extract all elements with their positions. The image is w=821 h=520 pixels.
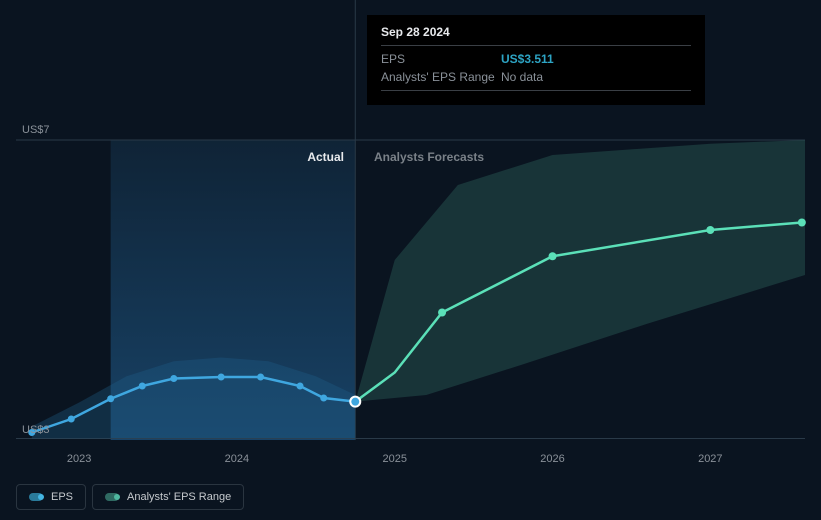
legend-label: Analysts' EPS Range [127, 491, 231, 503]
tooltip-row: Analysts' EPS RangeNo data [381, 68, 691, 86]
x-axis-label: 2023 [67, 453, 91, 465]
tooltip-value: No data [501, 70, 543, 84]
section-label-actual: Actual [307, 150, 344, 164]
legend-swatch-eps [29, 493, 43, 501]
x-axis-label: 2024 [225, 453, 249, 465]
legend-label: EPS [51, 491, 73, 503]
tooltip-key: Analysts' EPS Range [381, 70, 501, 84]
legend-swatch-range [105, 493, 119, 501]
y-axis-label: US$7 [22, 124, 50, 136]
tooltip-divider [381, 45, 691, 46]
x-axis-label: 2025 [382, 453, 406, 465]
tooltip-divider [381, 90, 691, 91]
tooltip-date: Sep 28 2024 [381, 25, 691, 39]
tooltip-value: US$3.511 [501, 52, 554, 66]
tooltip-row: EPSUS$3.511 [381, 50, 691, 68]
legend-item-eps[interactable]: EPS [16, 484, 86, 510]
legend-item-range[interactable]: Analysts' EPS Range [92, 484, 244, 510]
tooltip-key: EPS [381, 52, 501, 66]
chart-tooltip: Sep 28 2024 EPSUS$3.511Analysts' EPS Ran… [367, 15, 705, 105]
x-axis-label: 2027 [698, 453, 722, 465]
chart-legend: EPS Analysts' EPS Range [16, 484, 244, 510]
x-axis-label: 2026 [540, 453, 564, 465]
y-axis-label: US$3 [22, 424, 50, 436]
section-label-forecast: Analysts Forecasts [374, 150, 484, 164]
